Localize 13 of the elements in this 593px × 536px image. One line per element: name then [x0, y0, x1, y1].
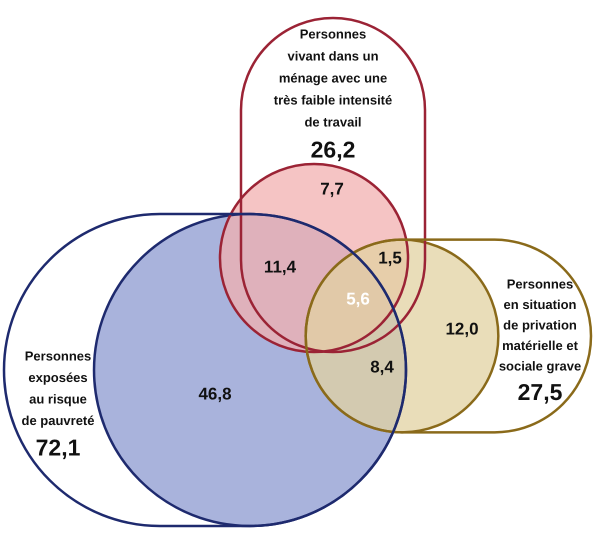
data-label: 72,1 — [36, 434, 81, 460]
category-label: Personnes exposées au risque de pauvreté — [22, 348, 94, 428]
text: 46,8 — [198, 384, 232, 404]
text: 7,7 — [320, 180, 344, 199]
text: 12,0 — [445, 320, 479, 339]
text: 5,6 — [346, 290, 370, 309]
text: 11,4 — [264, 258, 297, 277]
category-label: Personnes vivant dans un ménage avec une très faible intensité de travail — [274, 26, 392, 130]
data-label: 27,5 — [518, 378, 563, 405]
text: 1,5 — [378, 248, 402, 268]
category-label: Personnes en situation de privation matérielle et sociale grave — [498, 276, 582, 374]
data-label: 26,2 — [310, 136, 356, 162]
text: 8,4 — [370, 358, 394, 377]
